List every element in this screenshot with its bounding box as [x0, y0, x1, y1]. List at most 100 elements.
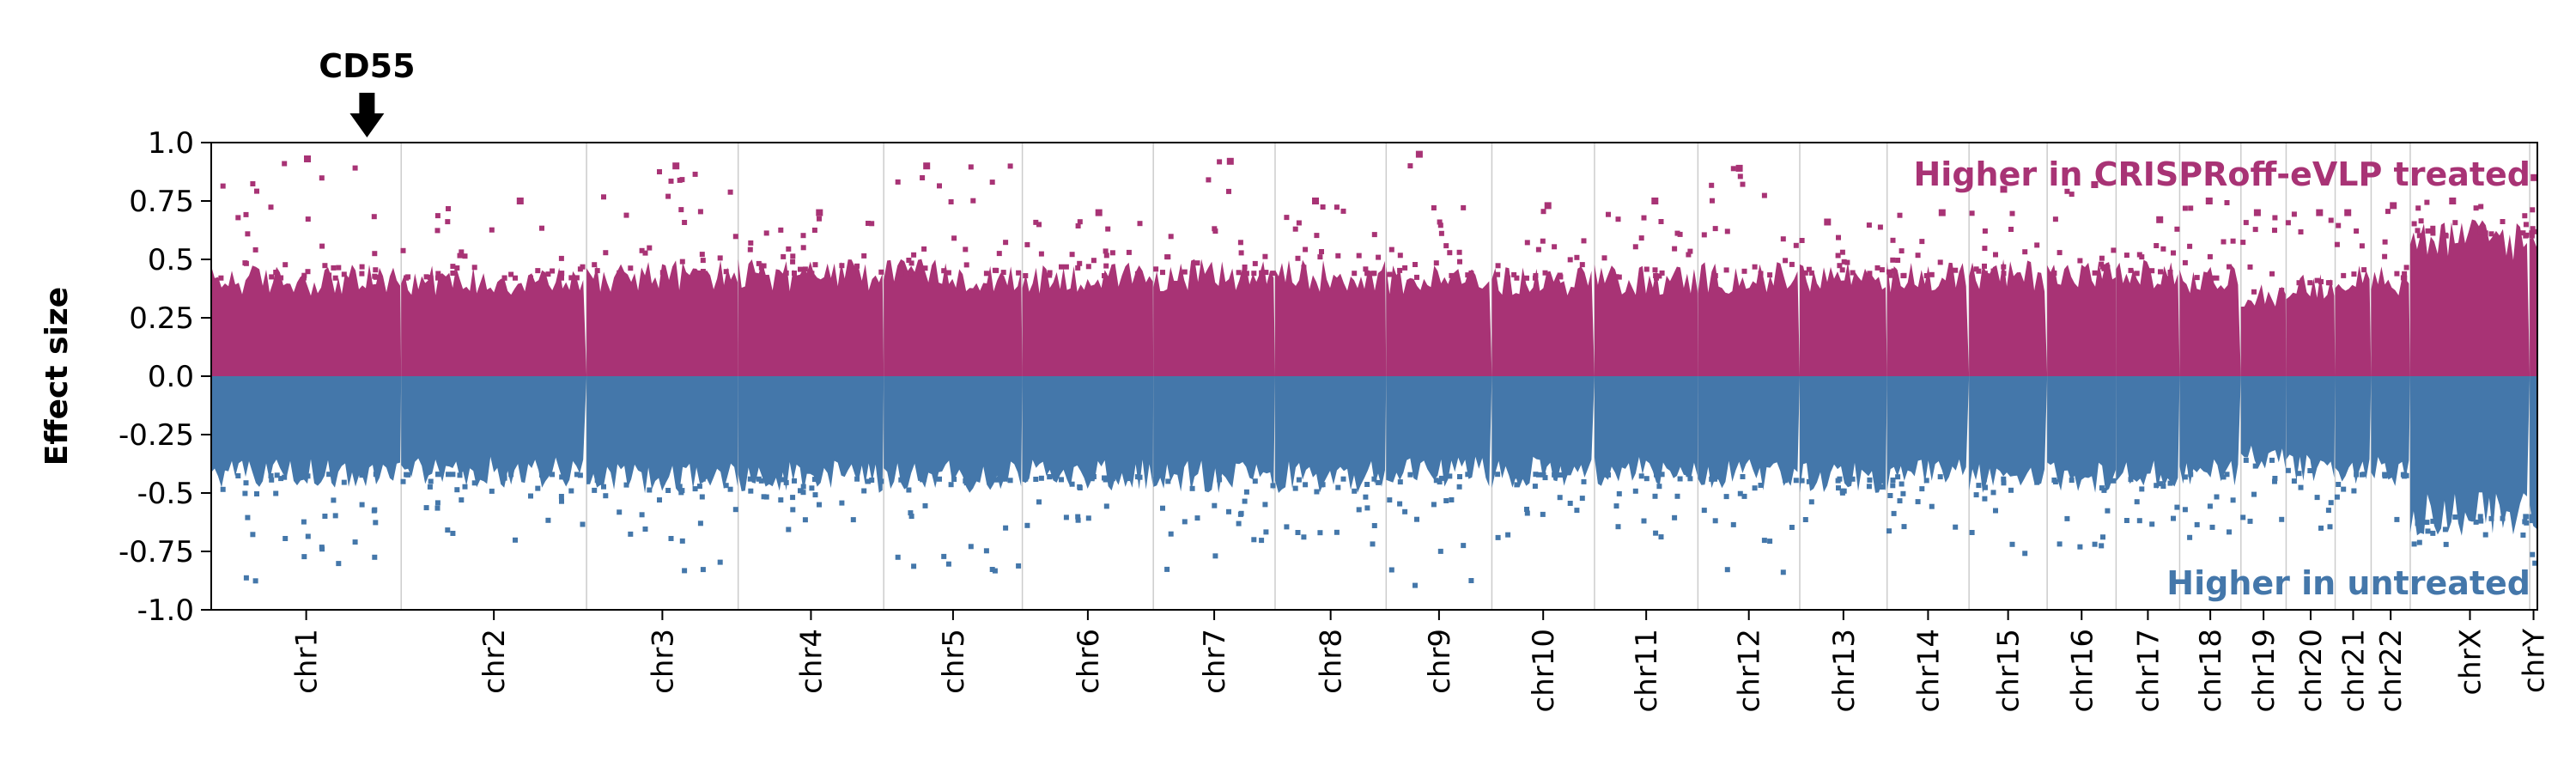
- positive-point: [1923, 273, 1929, 278]
- positive-point: [2194, 275, 2200, 281]
- positive-point: [319, 243, 325, 249]
- positive-point: [1317, 254, 1323, 260]
- negative-point: [1982, 484, 1988, 490]
- negative-point: [1284, 524, 1290, 530]
- negative-point: [1761, 538, 1767, 544]
- negative-band-chr12: [1698, 376, 1801, 490]
- negative-point: [1295, 530, 1301, 535]
- peak-point: [2000, 186, 2008, 193]
- positive-point: [2430, 225, 2436, 231]
- positive-point: [1238, 250, 1244, 256]
- peak-point: [923, 162, 931, 170]
- positive-point: [861, 253, 867, 259]
- negative-point: [400, 478, 406, 484]
- positive-point: [1063, 264, 1069, 270]
- negative-point: [332, 513, 338, 519]
- cd55-marker: CD55: [319, 47, 416, 137]
- positive-point: [1016, 270, 1022, 276]
- negative-point: [446, 472, 451, 478]
- positive-band-chr17: [2116, 259, 2180, 376]
- negative-point: [454, 487, 460, 493]
- positive-point: [1899, 248, 1905, 254]
- negative-point: [812, 492, 818, 498]
- positive-point: [2354, 228, 2360, 234]
- negative-point: [996, 476, 1002, 482]
- negative-point: [817, 502, 822, 508]
- positive-point: [1524, 275, 1529, 281]
- positive-point: [2099, 255, 2105, 261]
- negative-point: [2001, 476, 2007, 482]
- positive-point: [1767, 272, 1773, 278]
- x-tick-label: chr7: [1198, 629, 1232, 694]
- negative-point: [1579, 496, 1585, 502]
- positive-point: [679, 259, 685, 265]
- positive-point: [450, 264, 456, 270]
- positive-point: [1259, 270, 1265, 276]
- negative-point: [2314, 495, 2320, 501]
- negative-point: [218, 472, 224, 478]
- negative-point: [459, 497, 465, 503]
- positive-point: [2279, 288, 2285, 294]
- negative-point: [1923, 478, 1929, 484]
- positive-point: [1789, 261, 1795, 267]
- negative-point: [1897, 498, 1903, 504]
- negative-point: [1376, 479, 1382, 485]
- negative-point: [2296, 471, 2302, 477]
- positive-point: [1752, 264, 1758, 270]
- negative-point: [778, 497, 784, 503]
- negative-point: [748, 488, 754, 494]
- negative-point: [269, 477, 275, 483]
- positive-point: [639, 247, 645, 253]
- positive-point: [906, 258, 912, 263]
- negative-point: [1457, 474, 1462, 479]
- negative-point: [717, 559, 723, 565]
- negative-point: [2430, 518, 2436, 524]
- negative-point: [2188, 472, 2194, 478]
- negative-point: [1866, 484, 1872, 490]
- negative-point: [252, 578, 258, 584]
- positive-point: [218, 275, 224, 281]
- negative-point: [1495, 472, 1501, 478]
- x-tick-label: chr13: [1827, 629, 1862, 712]
- negative-point: [2158, 481, 2163, 487]
- positive-point: [682, 220, 688, 225]
- positive-point: [580, 264, 586, 270]
- negative-point: [254, 491, 259, 496]
- negative-point: [1533, 472, 1539, 478]
- negative-point: [2452, 514, 2458, 520]
- positive-point: [1632, 244, 1638, 250]
- positive-point: [809, 271, 815, 277]
- positive-point: [1601, 255, 1607, 261]
- negative-point: [850, 517, 856, 523]
- negative-point: [1036, 499, 1042, 505]
- negative-point: [282, 474, 288, 480]
- positive-band-chr8: [1274, 259, 1387, 376]
- positive-band-chr19: [2240, 284, 2287, 376]
- positive-point: [1438, 230, 1444, 236]
- positive-point: [1363, 266, 1369, 272]
- negative-point: [501, 472, 507, 478]
- positive-point: [269, 274, 275, 280]
- positive-point: [2336, 222, 2342, 228]
- negative-point: [866, 478, 871, 484]
- negative-point: [1567, 501, 1573, 506]
- negative-point: [783, 479, 789, 485]
- positive-point: [1558, 274, 1564, 280]
- down-arrow-icon: [349, 93, 385, 137]
- negative-point: [951, 477, 957, 482]
- positive-point: [1524, 240, 1530, 246]
- negative-point: [1077, 484, 1083, 490]
- positive-point: [2188, 205, 2194, 211]
- positive-point: [2008, 227, 2014, 232]
- negative-point: [1319, 482, 1324, 488]
- positive-point: [812, 262, 818, 268]
- negative-point: [1606, 472, 1611, 478]
- negative-point: [1919, 486, 1925, 492]
- positive-point: [2291, 211, 2297, 217]
- positive-point: [2269, 271, 2275, 277]
- positive-point: [2477, 228, 2483, 234]
- negative-point: [359, 502, 365, 508]
- positive-point: [450, 271, 456, 276]
- positive-point: [1059, 264, 1064, 270]
- positive-point: [601, 194, 606, 200]
